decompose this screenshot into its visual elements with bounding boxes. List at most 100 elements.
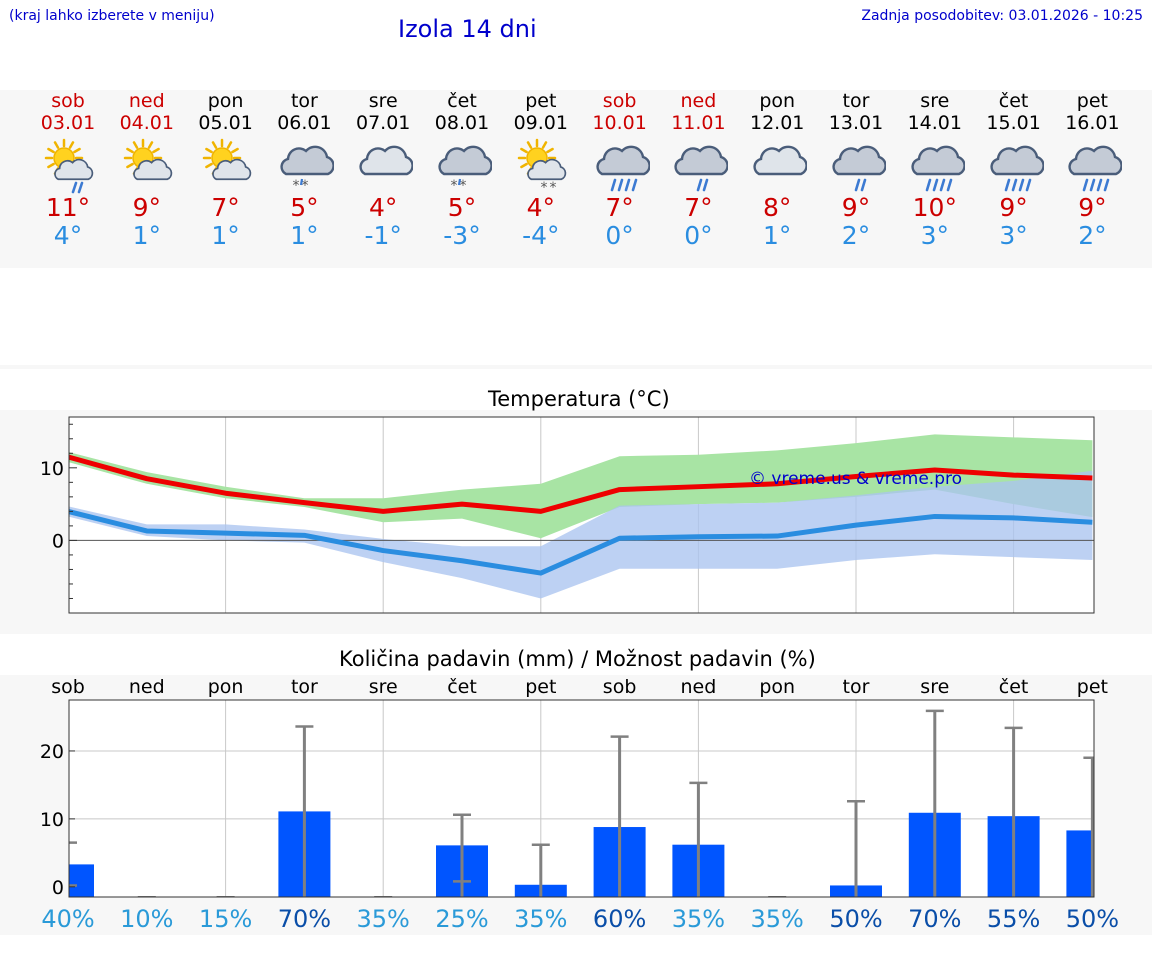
rain-drop <box>1011 178 1017 192</box>
precipitation-bar <box>69 864 94 897</box>
x-category-label: ned <box>129 676 165 698</box>
rain-drop <box>1083 178 1089 192</box>
cloud-icon <box>753 145 808 176</box>
forecast-day: pet 16.01 9° 2° <box>1053 90 1132 250</box>
x-category-label: pet <box>525 676 556 698</box>
day-name: ned <box>680 90 717 112</box>
day-date: 09.01 <box>513 112 568 134</box>
forecast-day: čet 08.01 * * 5° -3° <box>423 90 502 250</box>
y-tick-label: 10 <box>40 458 64 480</box>
rain-drop <box>860 178 867 192</box>
min-temp: 1° <box>762 221 792 250</box>
day-name: pon <box>759 90 796 112</box>
x-category-label: čet <box>999 676 1029 698</box>
rain-drop <box>697 178 703 192</box>
precipitation-probability: 60% <box>593 905 646 933</box>
location-hint[interactable]: (kraj lahko izberete v meniju) <box>9 8 215 24</box>
day-name: tor <box>842 90 870 112</box>
max-temp: 7° <box>684 193 713 222</box>
max-temp: 9° <box>132 193 161 222</box>
cloud-heavy-rain-icon <box>595 145 650 192</box>
sun-ray <box>125 162 134 169</box>
day-date: 10.01 <box>592 112 647 134</box>
x-category-label: pon <box>759 676 795 698</box>
min-temp: -3° <box>443 221 481 250</box>
sun-cloud-rain-icon <box>44 138 94 194</box>
cloud-heavy-rain-icon <box>911 145 965 192</box>
x-category-label: čet <box>447 676 477 698</box>
sun-cloud-icon <box>202 138 251 181</box>
x-category-label: tor <box>291 676 318 698</box>
y-tick-label: 0 <box>52 877 64 899</box>
rain-drop <box>1090 178 1096 192</box>
day-name: sre <box>920 90 950 112</box>
day-name: čet <box>998 90 1029 112</box>
day-date: 04.01 <box>119 112 174 134</box>
sun-ray <box>545 147 554 154</box>
precipitation-probability: 35% <box>672 905 725 933</box>
cloud-snow-icon: * * <box>280 145 335 194</box>
day-date: 03.01 <box>40 112 96 134</box>
max-temp: 11° <box>45 193 91 222</box>
divider <box>0 365 1152 369</box>
snow-flake: * <box>302 178 309 194</box>
precipitation-bar <box>1066 830 1094 897</box>
cloud-icon <box>359 145 414 176</box>
max-temp: 8° <box>762 193 792 222</box>
max-temp: 9° <box>841 193 871 222</box>
y-tick-label: 20 <box>40 741 64 763</box>
day-date: 11.01 <box>671 112 726 134</box>
cloud-icon <box>753 145 808 176</box>
max-temp: 7° <box>211 193 240 222</box>
cloud-heavy-rain-icon <box>911 145 965 192</box>
cloud-snow-icon: * * <box>280 145 335 194</box>
min-temp: 3° <box>920 221 949 250</box>
x-category-label: tor <box>843 676 870 698</box>
max-temp: 5° <box>447 193 477 222</box>
cloud-heavy-rain-icon <box>595 145 650 192</box>
rain-drop <box>631 178 637 192</box>
temperature-chart: 0 10 © vreme.us & vreme.pro <box>40 416 1095 614</box>
min-temp: 1° <box>132 221 161 250</box>
snow-flake: * <box>293 178 300 194</box>
rain-drop <box>1018 178 1024 192</box>
sun-ray <box>541 141 548 149</box>
day-date: 07.01 <box>355 112 411 134</box>
page-title: Izola 14 dni <box>398 15 537 43</box>
max-temp: 10° <box>912 193 957 222</box>
forecast-day: sob 10.01 7° 0° <box>580 90 659 250</box>
forecast-day: pon 12.01 8° 1° <box>738 90 817 250</box>
precipitation-probability: 70% <box>908 905 961 933</box>
min-temp: 1° <box>211 221 240 250</box>
rain-drop <box>939 178 946 192</box>
forecast-day: čet 15.01 9° 3° <box>974 90 1053 250</box>
snow-flake: * <box>540 180 547 194</box>
y-tick-label: 0 <box>52 530 64 552</box>
x-category-label: sre <box>369 676 398 698</box>
day-date: 14.01 <box>907 112 962 134</box>
sun-ray <box>204 147 213 154</box>
precipitation-chart-title: Količina padavin (mm) / Možnost padavin … <box>339 647 816 671</box>
day-date: 15.01 <box>986 112 1041 134</box>
sun-ray <box>526 141 533 149</box>
cloud-shape <box>359 145 414 176</box>
day-name: pet <box>525 90 557 112</box>
rain-drop <box>1004 178 1010 192</box>
sun-ray <box>147 141 154 149</box>
max-temp: 4° <box>526 193 555 222</box>
y-tick-label: 10 <box>40 809 64 831</box>
day-date: 16.01 <box>1065 112 1120 134</box>
sun-cloud-icon <box>123 138 173 181</box>
sun-ray <box>47 162 55 169</box>
last-update: Zadnja posodobitev: 03.01.2026 - 10:25 <box>861 8 1143 24</box>
rain-drop <box>925 178 932 192</box>
sun-ray <box>519 147 528 154</box>
precipitation-plot <box>69 709 1094 897</box>
precipitation-probability: 40% <box>41 905 94 933</box>
cloud-rain-icon <box>674 145 729 192</box>
cloud-heavy-rain-icon <box>989 145 1044 192</box>
sun-cloud-snow-icon: * * <box>517 138 567 194</box>
day-name: pon <box>207 90 244 112</box>
x-category-label: ned <box>681 676 717 698</box>
x-category-label: pet <box>1077 676 1108 698</box>
